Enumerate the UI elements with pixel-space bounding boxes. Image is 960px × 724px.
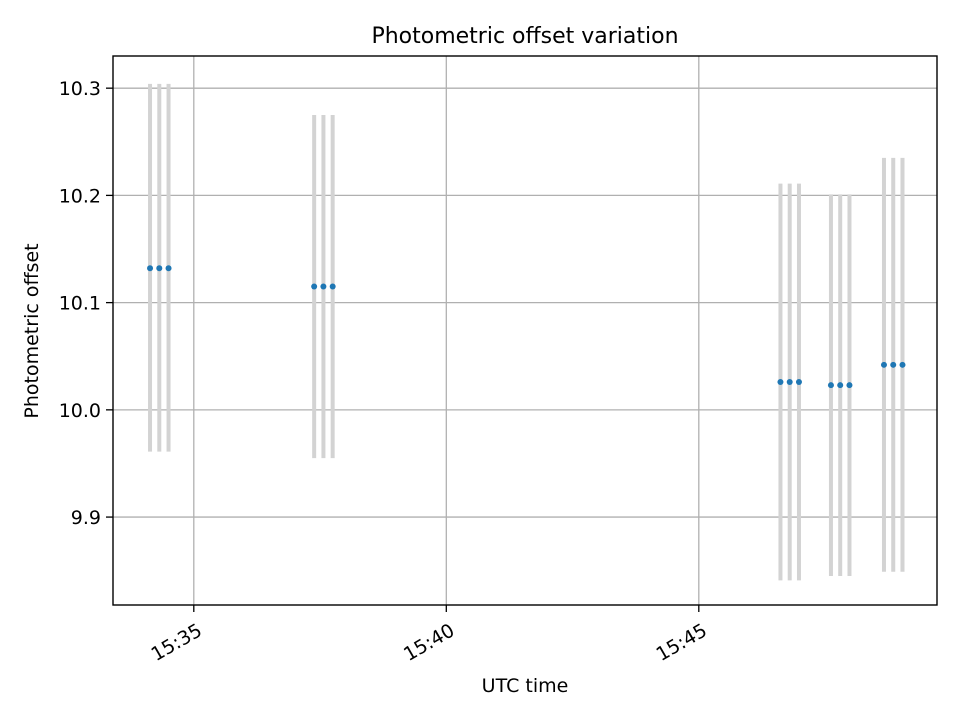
data-point [156, 265, 163, 272]
grid-layer [113, 56, 937, 605]
y-tick-label: 10.3 [59, 78, 101, 100]
data-point [827, 382, 834, 389]
data-point [846, 382, 853, 389]
data-point [329, 283, 336, 290]
data-point [899, 361, 906, 368]
x-tick-label: 15:45 [652, 619, 710, 665]
y-tick-label: 9.9 [71, 507, 101, 529]
chart-title: Photometric offset variation [371, 24, 678, 49]
data-point [837, 382, 844, 389]
data-point [890, 361, 897, 368]
y-tick-label: 10.1 [59, 293, 101, 315]
data-point [786, 378, 793, 385]
y-tick-label: 10.2 [59, 185, 101, 207]
data-point [795, 378, 802, 385]
y-axis-label: Photometric offset [21, 243, 43, 418]
plot-frame [112, 55, 938, 606]
data-point [147, 265, 154, 272]
x-tick-label: 15:40 [400, 619, 458, 665]
x-axis-label: UTC time [482, 675, 569, 697]
data-point [311, 283, 318, 290]
y-tick-label: 10.0 [59, 400, 101, 422]
tick-layer: 15:35 15:40 15:45 9.9 10.0 10.1 10.2 10.3 [59, 78, 711, 666]
errorbar-layer [148, 83, 905, 581]
x-tick-label: 15:35 [147, 619, 205, 665]
data-point [320, 283, 327, 290]
data-point [880, 361, 887, 368]
data-point [165, 265, 172, 272]
data-point [777, 378, 784, 385]
marker-layer [147, 265, 906, 389]
